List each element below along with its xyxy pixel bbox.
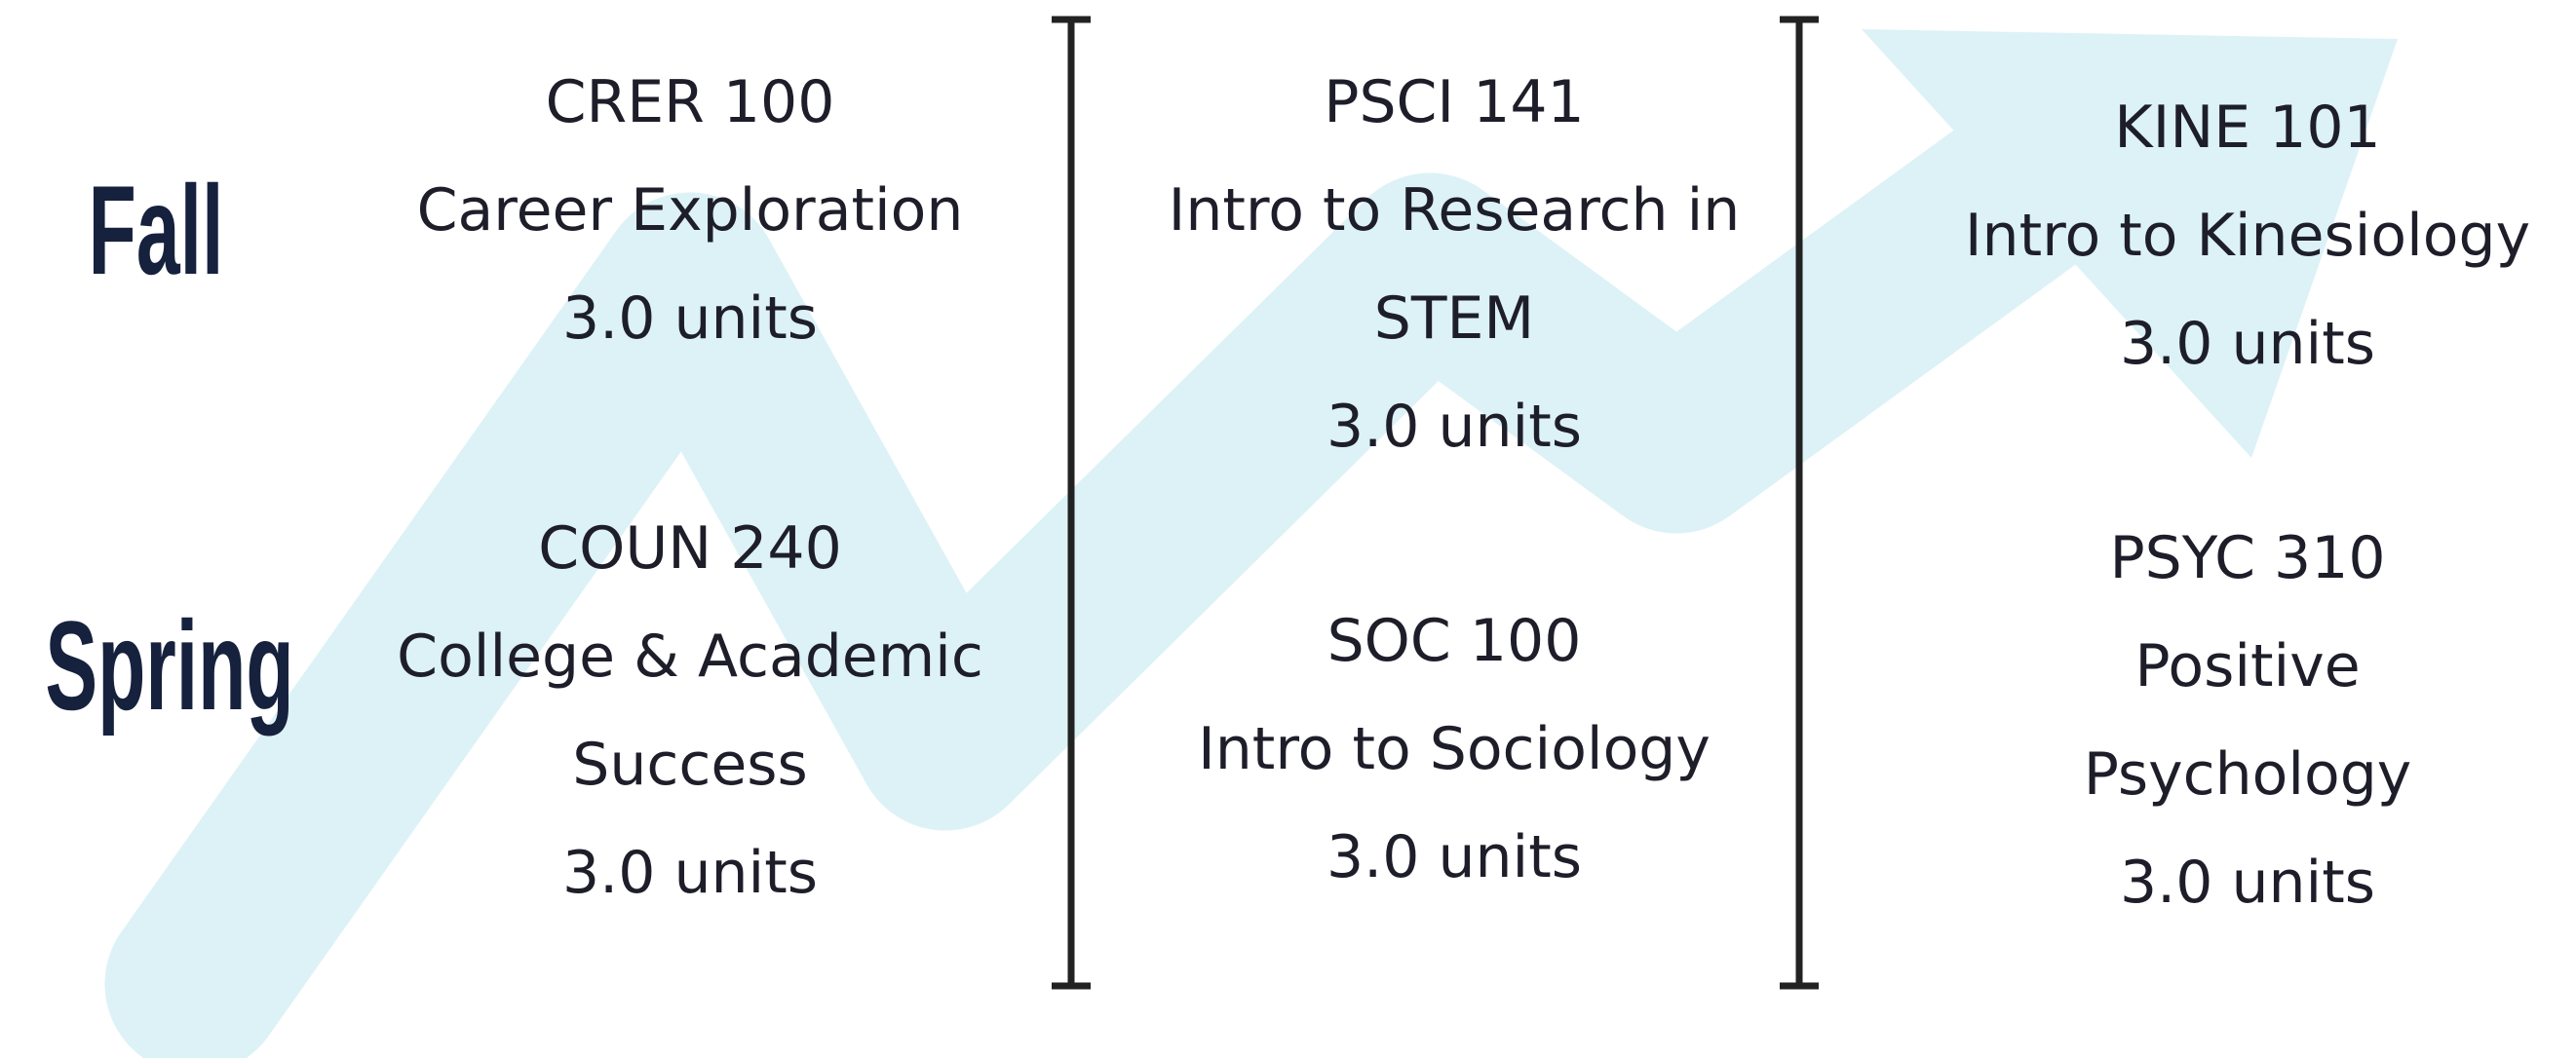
- course-units: 3.0 units: [1326, 393, 1582, 461]
- course-code: KINE 101: [2114, 94, 2381, 162]
- term-label: Spring: [45, 594, 294, 737]
- course-name: Intro to Kinesiology: [1964, 202, 2531, 270]
- course-name: Career Exploration: [416, 176, 964, 245]
- arrow-stroke: [104, 41, 2196, 1058]
- course: PSCI 141 Intro to Research in STEM 3.0 uni…: [1133, 49, 1776, 481]
- course-code: PSYC 310: [2109, 524, 2386, 592]
- course-name: Intro to Sociology: [1198, 715, 1711, 783]
- term-label: Fall: [88, 159, 224, 301]
- course: PSYC 310 Positive Psychology 3.0 units: [2033, 505, 2462, 937]
- course: KINE 101 Intro to Kinesiology 3.0 units: [1916, 74, 2576, 398]
- course-name: College & Academic Success: [397, 623, 983, 799]
- course-code: SOC 100: [1326, 607, 1582, 675]
- dividers: [1052, 16, 1819, 990]
- course-units: 3.0 units: [2119, 310, 2375, 378]
- course-code: COUN 240: [538, 514, 842, 583]
- course-units: 3.0 units: [1326, 823, 1582, 891]
- course-units: 3.0 units: [561, 839, 818, 907]
- course: SOC 100 Intro to Sociology 3.0 units: [1133, 587, 1776, 912]
- course: COUN 240 College & Academic Success 3.0 un…: [359, 495, 1021, 927]
- course-units: 3.0 units: [2119, 849, 2375, 917]
- course-name: Positive Psychology: [2083, 632, 2412, 809]
- arrow-head: [1862, 29, 2398, 458]
- course-code: CRER 100: [545, 68, 835, 136]
- course-name: Intro to Research in STEM: [1168, 176, 1741, 353]
- course-units: 3.0 units: [561, 284, 818, 353]
- course-code: PSCI 141: [1324, 68, 1585, 136]
- course: CRER 100 Career Exploration 3.0 units: [359, 49, 1021, 373]
